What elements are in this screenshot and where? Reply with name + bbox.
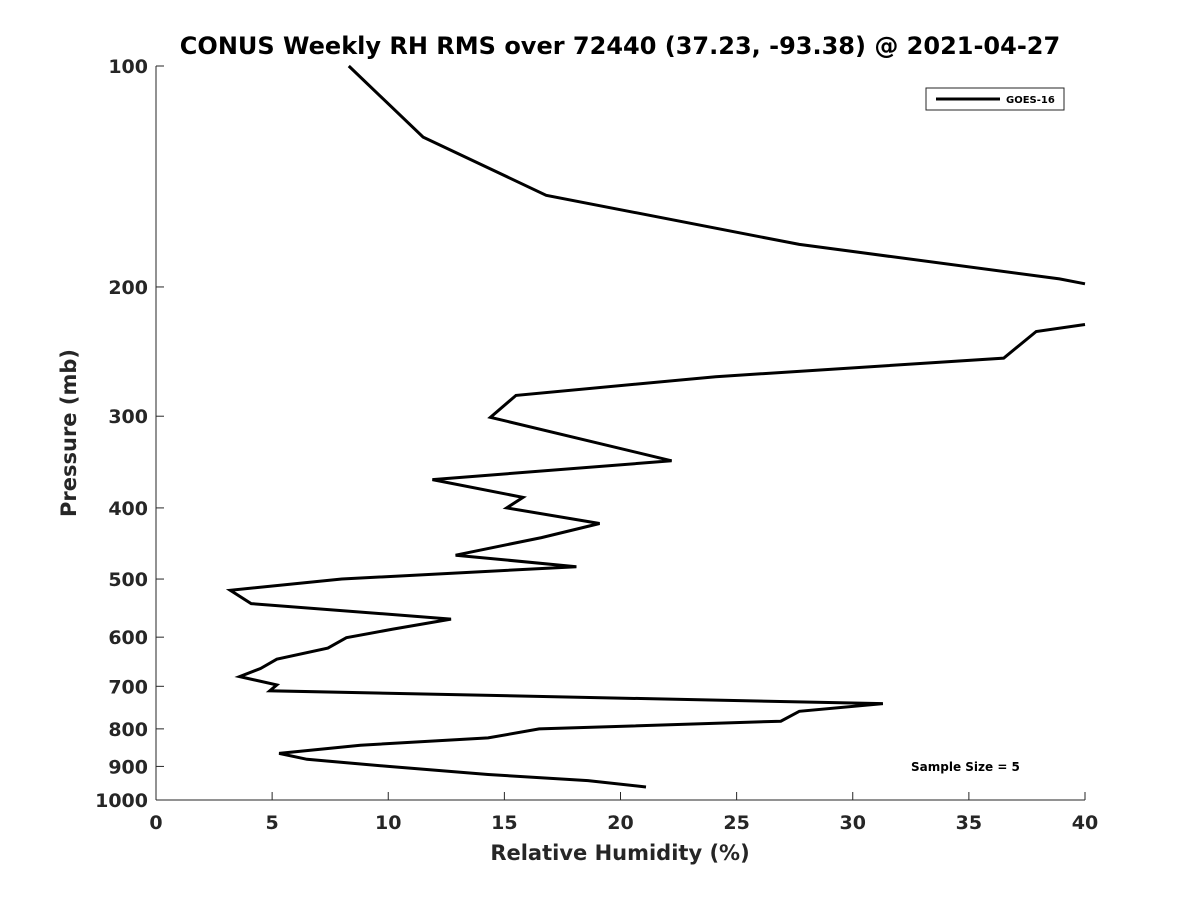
x-tick-label: 35 — [956, 812, 982, 834]
x-tick-label: 30 — [840, 812, 866, 834]
y-tick-label: 700 — [108, 676, 148, 698]
x-tick-label: 0 — [149, 812, 162, 834]
x-tick-label: 40 — [1072, 812, 1098, 834]
y-tick-label: 1000 — [95, 790, 148, 812]
x-tick-label: 10 — [375, 812, 401, 834]
legend: GOES-16 — [925, 87, 1065, 111]
x-axis-label: Relative Humidity (%) — [490, 841, 749, 865]
x-tick-label: 25 — [723, 812, 749, 834]
y-axis-label: Pressure (mb) — [57, 349, 81, 517]
series-line-goes-16 — [225, 323, 1086, 789]
y-tick-label: 500 — [108, 569, 148, 591]
legend-label: GOES-16 — [1006, 95, 1055, 106]
y-tick-label: 400 — [108, 498, 148, 520]
y-tick-label: 800 — [108, 719, 148, 741]
series-line-goes-16 — [347, 64, 1086, 286]
y-tick-label: 300 — [108, 406, 148, 428]
y-tick-label: 900 — [108, 756, 148, 778]
x-tick-label: 15 — [491, 812, 517, 834]
y-tick-label: 100 — [108, 56, 148, 78]
y-tick-label: 600 — [108, 627, 148, 649]
x-ticks: 0 5 10 15 20 25 30 35 40 — [149, 792, 1098, 834]
sample-size-annotation: Sample Size = 5 — [911, 760, 1020, 774]
y-ticks: 100 200 300 400 500 600 700 800 900 1000 — [95, 56, 164, 812]
y-tick-label: 200 — [108, 277, 148, 299]
chart-title: CONUS Weekly RH RMS over 72440 (37.23, -… — [180, 32, 1060, 60]
x-tick-label: 20 — [607, 812, 633, 834]
x-tick-label: 5 — [266, 812, 279, 834]
series-lines — [225, 64, 1086, 789]
